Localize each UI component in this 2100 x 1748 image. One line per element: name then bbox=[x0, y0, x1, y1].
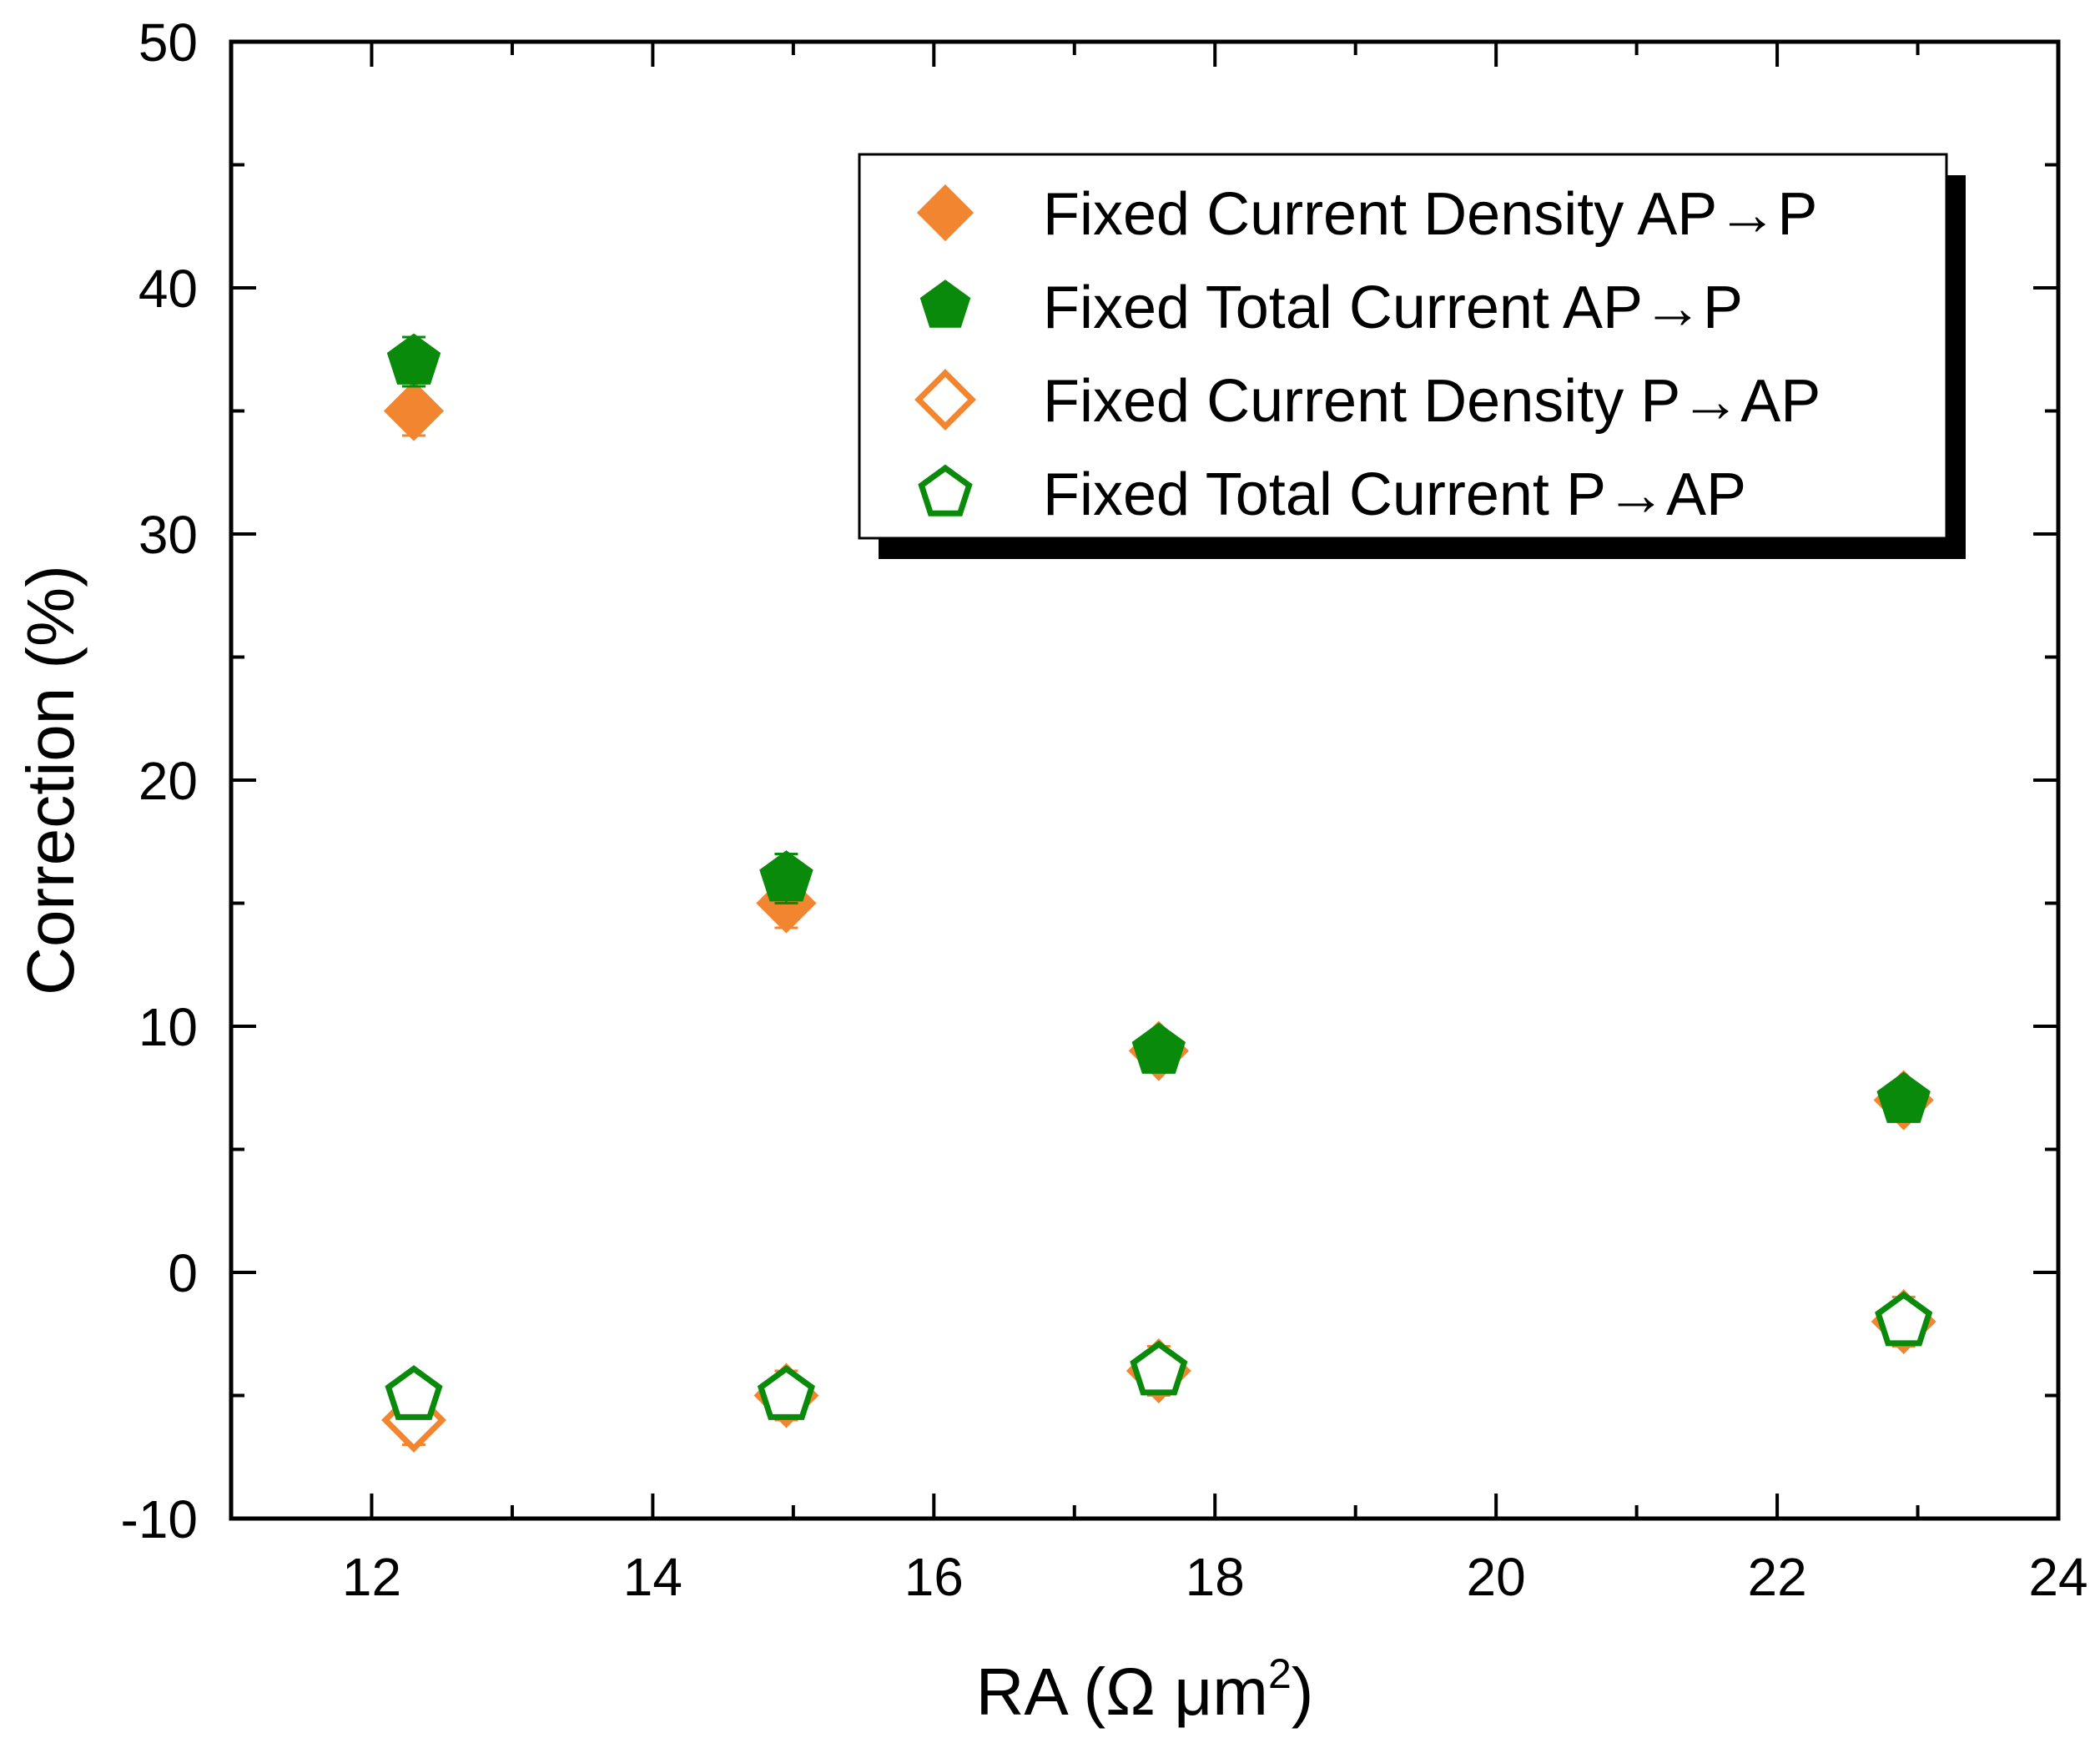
data-point bbox=[385, 1365, 443, 1420]
data-point bbox=[759, 850, 813, 902]
legend-label: Fixed Total Current AP→P bbox=[1043, 275, 1743, 341]
legend-label: Fixed Total Current P→AP bbox=[1043, 461, 1746, 528]
legend-entry: Fixed Current Density AP→P bbox=[916, 181, 1817, 248]
x-tick-label: 12 bbox=[342, 1547, 401, 1607]
x-tick-label: 16 bbox=[904, 1547, 964, 1607]
plot-frame bbox=[229, 39, 2061, 1521]
x-tick-label: 14 bbox=[623, 1547, 682, 1607]
y-tick-label: 10 bbox=[138, 997, 198, 1057]
y-tick-label: 30 bbox=[138, 505, 198, 565]
x-tick-label: 18 bbox=[1186, 1547, 1245, 1607]
legend-entry: Fixed Total Current P→AP bbox=[918, 461, 1746, 528]
legend-label: Fixed Current Density P→AP bbox=[1043, 368, 1821, 435]
legend-box bbox=[858, 153, 1948, 540]
legend-marker bbox=[918, 464, 973, 516]
data-point bbox=[757, 1365, 815, 1420]
tick-labels: 12 14 16 18 20 22 24 -10 0 10 20 30 40 50 bbox=[121, 13, 2088, 1607]
x-tick-label: 20 bbox=[1467, 1547, 1526, 1607]
data-point bbox=[1875, 1291, 1933, 1347]
x-tick-label: 22 bbox=[1747, 1547, 1806, 1607]
series-1 bbox=[386, 333, 1931, 1123]
legend-label: Fixed Current Density AP→P bbox=[1043, 181, 1817, 248]
legend-marker bbox=[919, 280, 971, 328]
y-tick-label: 20 bbox=[138, 751, 198, 811]
x-tick-label: 24 bbox=[2028, 1547, 2087, 1607]
legend-entries: Fixed Current Density AP→P Fixed Total Cu… bbox=[914, 181, 1821, 528]
y-tick-label: 50 bbox=[138, 13, 198, 73]
legend-entry: Fixed Total Current AP→P bbox=[919, 275, 1743, 341]
legend-marker bbox=[916, 184, 974, 242]
y-tick-label: -10 bbox=[121, 1489, 199, 1549]
y-tick-label: 40 bbox=[138, 259, 198, 319]
data-point bbox=[383, 380, 445, 441]
series-3 bbox=[385, 1291, 1933, 1420]
legend: Fixed Current Density AP→P Fixed Total Cu… bbox=[858, 153, 1966, 559]
legend-marker bbox=[914, 369, 976, 431]
data-point bbox=[1130, 1340, 1188, 1396]
series-layer bbox=[381, 333, 1936, 1453]
data-point bbox=[1876, 1071, 1931, 1123]
minor-ticks bbox=[229, 42, 2058, 1519]
y-axis-title: Correction (%) bbox=[13, 565, 88, 995]
legend-entry: Fixed Current Density P→AP bbox=[914, 368, 1821, 435]
data-point bbox=[386, 333, 441, 385]
y-tick-label: 0 bbox=[168, 1243, 198, 1303]
x-axis-title: RA (Ω μm2) bbox=[976, 1650, 1314, 1729]
data-point bbox=[1131, 1022, 1186, 1074]
